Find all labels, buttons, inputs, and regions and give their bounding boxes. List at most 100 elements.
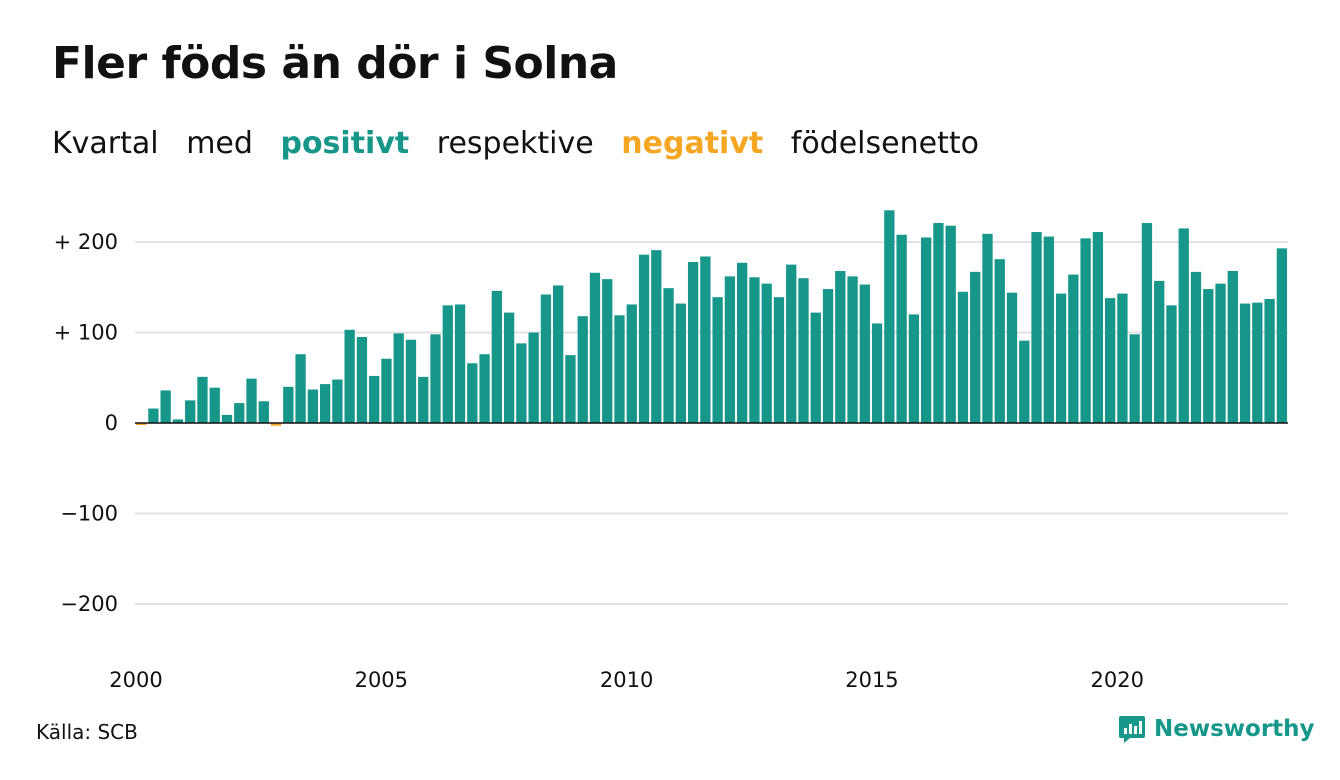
- bar: [1190, 271, 1202, 423]
- subtitle-word: Kvartal: [52, 126, 159, 161]
- bar: [1215, 283, 1226, 423]
- x-tick-label: 2005: [355, 668, 408, 692]
- bar-chart: + 200 + 100 0 −100 −200 2000 2005 2010 2015 2020: [54, 210, 1288, 692]
- subtitle-word: födelsenetto: [790, 126, 979, 161]
- bar: [749, 277, 760, 423]
- bar: [896, 234, 907, 423]
- bar: [1166, 305, 1177, 423]
- bar: [516, 343, 527, 423]
- bar: [1227, 270, 1238, 423]
- bar: [1006, 292, 1018, 423]
- bar: [209, 387, 220, 423]
- bar: [430, 334, 441, 423]
- bar: [626, 304, 637, 423]
- bar: [283, 386, 294, 423]
- bar: [540, 294, 552, 423]
- bar: [1276, 248, 1288, 423]
- bar: [884, 210, 895, 423]
- bar: [185, 400, 196, 424]
- chart-title: Fler föds än dör i Solna: [52, 38, 618, 89]
- bar: [172, 419, 184, 423]
- bar: [418, 376, 429, 424]
- bar: [381, 358, 392, 423]
- bar: [1252, 302, 1263, 423]
- bar: [295, 354, 306, 423]
- bar: [933, 223, 944, 423]
- newsworthy-brand: Newsworthy: [1118, 714, 1315, 744]
- bar: [442, 305, 453, 423]
- bar: [822, 289, 834, 423]
- bar: [1264, 299, 1275, 423]
- bar: [491, 290, 502, 423]
- bar: [737, 262, 748, 423]
- bar: [810, 312, 821, 423]
- bar: [1129, 334, 1140, 423]
- bar: [798, 278, 809, 423]
- bar: [1203, 289, 1214, 423]
- bar: [724, 276, 736, 423]
- bar: [1154, 280, 1165, 423]
- subtitle-word: respektive: [436, 126, 594, 161]
- bar: [565, 355, 576, 424]
- bar: [614, 315, 625, 424]
- bar: [773, 297, 785, 423]
- bar: [356, 337, 368, 423]
- y-tick-label: + 100: [54, 321, 118, 345]
- bar: [1178, 228, 1189, 423]
- bar: [197, 376, 208, 424]
- bar: [687, 261, 699, 423]
- bar: [332, 379, 343, 423]
- x-tick-label: 2010: [600, 668, 653, 692]
- bar: [786, 264, 797, 424]
- bar: [1117, 293, 1128, 423]
- bar: [405, 339, 417, 423]
- bar: [589, 272, 601, 423]
- bars: [135, 210, 1288, 426]
- bar: [270, 423, 282, 426]
- source-note: Källa: SCB: [36, 720, 138, 744]
- bar: [835, 270, 846, 423]
- bar: [847, 276, 858, 423]
- bar: [994, 259, 1005, 423]
- bar: [945, 225, 956, 423]
- bar: [663, 288, 674, 423]
- bar: [1019, 340, 1030, 423]
- y-tick-label: −200: [60, 592, 118, 616]
- bar: [602, 279, 613, 424]
- subtitle-word: med: [186, 126, 253, 161]
- bar: [1104, 298, 1116, 423]
- bar: [859, 284, 870, 423]
- bar: [970, 271, 981, 423]
- subtitle-negative-label: negativt: [621, 126, 764, 161]
- bar: [528, 332, 539, 423]
- bar: [319, 384, 331, 423]
- bar: [675, 303, 686, 423]
- x-tick-label: 2000: [109, 668, 162, 692]
- bar: [1092, 232, 1104, 423]
- bar: [1031, 232, 1042, 423]
- subtitle-positive-label: positivt: [280, 126, 410, 161]
- bar: [221, 414, 233, 423]
- bar: [1239, 303, 1251, 423]
- bar: [1055, 293, 1067, 423]
- y-tick-label: + 200: [54, 230, 118, 254]
- bar: [651, 250, 662, 423]
- bar: [1043, 236, 1054, 423]
- bar: [921, 237, 932, 423]
- bar: [479, 354, 490, 423]
- bar: [712, 297, 723, 423]
- bar: [467, 363, 478, 423]
- bar: [908, 314, 920, 423]
- y-tick-label: −100: [60, 502, 118, 526]
- chart-subtitle: Kvartal med positivt respektive negativt…: [52, 126, 997, 161]
- bar: [344, 329, 355, 423]
- x-tick-label: 2020: [1091, 668, 1144, 692]
- x-axis-labels: 2000 2005 2010 2015 2020: [109, 668, 1144, 692]
- bar: [503, 312, 515, 423]
- bar: [553, 285, 564, 423]
- bar: [135, 423, 147, 425]
- y-tick-label: 0: [105, 411, 118, 435]
- bar: [982, 233, 993, 423]
- bar: [1068, 274, 1079, 423]
- bar: [871, 323, 883, 423]
